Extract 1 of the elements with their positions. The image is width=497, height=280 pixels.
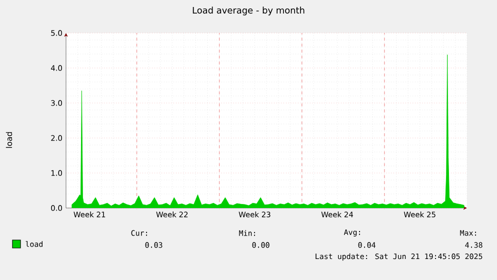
chart-title: Load average - by month xyxy=(192,6,304,16)
